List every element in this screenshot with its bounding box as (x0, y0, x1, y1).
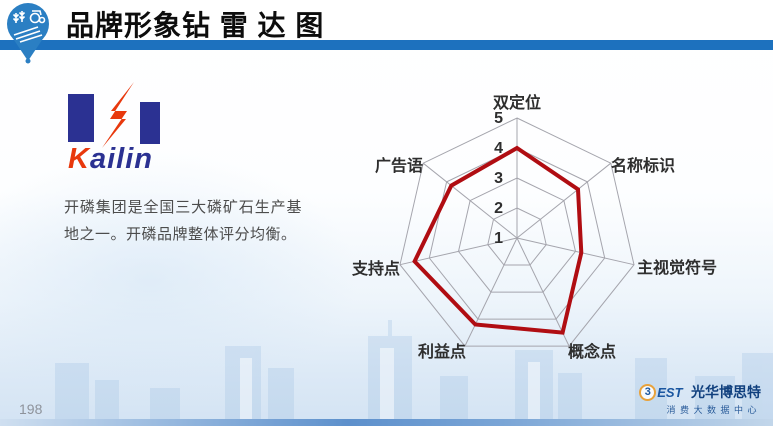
header: 品牌形象钻 雷 达 图 (0, 0, 773, 41)
svg-text:1: 1 (494, 230, 503, 247)
footer-logo-row: 3 EST 光华博思特 (639, 384, 761, 401)
svg-text:5: 5 (494, 110, 503, 127)
radar-chart: 1 2 3 4 5 (330, 78, 704, 378)
svg-text:4: 4 (494, 140, 503, 157)
brand-description-text: 开磷集团是全国三大磷矿石生产基地之一。开磷品牌整体评分均衡。 (64, 199, 302, 243)
best-logo-text: EST (657, 385, 683, 400)
header-divider-bar (0, 40, 773, 50)
radar-axis-label-liyidian: 利益点 (418, 344, 467, 361)
background-glow (0, 150, 360, 410)
radar-axis-label-zhushijuefuhao: 主视觉符号 (637, 260, 718, 277)
kailin-wordmark-rest: ailin (89, 143, 153, 175)
radar-axis-label-zhichidian: 支持点 (352, 261, 401, 278)
best-logo-circle-icon: 3 (639, 384, 657, 401)
svg-text:2: 2 (494, 200, 503, 217)
kailin-logo-icon (68, 82, 160, 148)
kailin-wordmark: Kailin (68, 143, 153, 176)
bottom-accent-strip (0, 419, 773, 426)
page-title: 品牌形象钻 雷 达 图 (66, 10, 325, 41)
farm-balloon-logo-icon (7, 3, 49, 64)
footer-company-name: 光华博思特 (691, 384, 761, 400)
radar-chart-svg: 1 2 3 4 5 (399, 110, 635, 347)
footer-company-subtitle: 消费大数据中心 (666, 405, 761, 415)
footer-logo: 3 EST 光华博思特 消费大数据中心 (639, 384, 761, 418)
svg-text:3: 3 (494, 170, 503, 187)
kailin-wordmark-k: K (68, 143, 90, 175)
radar-axis-label-mingchengbiaoshi: 名称标识 (611, 158, 676, 175)
page-number: 198 (19, 401, 43, 417)
radar-axis-label-shuangdingwei: 双定位 (493, 95, 542, 112)
radar-axis-label-gainiandian: 概念点 (568, 344, 617, 361)
radar-axis-label-guanggaoyu: 广告语 (375, 158, 424, 175)
